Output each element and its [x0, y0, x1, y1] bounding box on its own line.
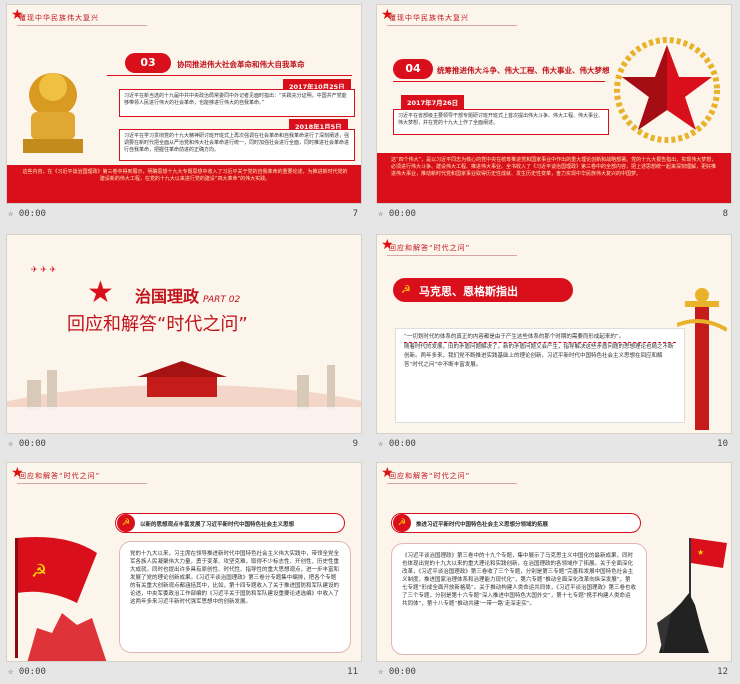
slide-9-canvas[interactable]: ★ ✈ ✈ ✈ 治国理政 PART 02 回应和解答“时代之问” — [6, 234, 362, 434]
header-divider — [17, 25, 147, 26]
quote-banner: ☭ 马克思、恩格斯指出 — [393, 278, 573, 302]
slide-11-canvas[interactable]: ★ 回应和解答“时代之问” 以新的思想观点丰富发展了习近平新时代中国特色社会主义… — [6, 462, 362, 662]
slide-number: 7 — [352, 209, 358, 219]
section-number-tag: 04 — [393, 59, 433, 79]
dove-icon: ✈ ✈ ✈ — [31, 265, 57, 274]
timing-label: ☆ 00:00 — [378, 439, 416, 449]
slide-8-canvas[interactable]: ★ 覆现中华民族伟大复兴 04 统筹推进伟大斗争、伟大工程、伟大事业、伟大梦想 … — [376, 4, 732, 204]
timing-label: ☆ 00:00 — [8, 439, 46, 449]
text-block: 习近平在省部级主要领导干部专题研讨班开班式上首次提出伟大斗争、伟大工程、伟大事业… — [393, 109, 609, 135]
red-star-icon: ★ — [87, 275, 114, 310]
huabiao-pillar-icon — [677, 288, 727, 430]
title-underline — [393, 81, 605, 82]
quote-box: “一切划时代的体系的真正的内容都是由于产生这些体系的那个时期的需要而形成起来的”… — [395, 328, 685, 423]
text-block-1: 习近平在新当选的十九届中共中央政治局常委同中外记者见面时指出：“实践充分证明，中… — [119, 89, 355, 117]
timing-label: ☆ 00:00 — [8, 209, 46, 219]
content-box: 党的十九大以来，习主席在领导推进新时代中国特色社会主义伟大实践中，带领全党全军各… — [119, 541, 351, 653]
slide-thumbnail-12[interactable]: ★ 回应和解答“时代之问” 推进习近平新时代中国特色社会主义思想分领域的拓展 ☭… — [370, 458, 732, 684]
slide-header: 回应和解答“时代之问” — [389, 472, 471, 480]
star-logo-icon: ★ — [381, 7, 394, 23]
svg-text:☭: ☭ — [31, 561, 47, 582]
slide-footer: ☆ 00:00 12 — [376, 664, 732, 682]
slide-thumbnail-7[interactable]: ★ 覆现中华民族伟大复兴 03 协同推进伟大社会革命和伟大自我革命 2017年1… — [0, 0, 362, 226]
slide-header: 覆现中华民族伟大复兴 — [389, 14, 469, 22]
slide-number: 12 — [717, 667, 728, 677]
section-title: 治国理政 PART 02 — [135, 287, 241, 306]
section-title: 协同推进伟大社会革命和伟大自我革命 — [177, 60, 305, 69]
summary-band: 这“四个伟大”，是以习近平同志为核心的党中央在统筹推进党和国家事业中作出的重大理… — [377, 153, 731, 203]
topic-pill: 以新的思想观点丰富发展了习近平新时代中国特色社会主义思想 — [115, 513, 345, 533]
slide-number: 8 — [722, 209, 728, 219]
section-number-tag: 03 — [125, 53, 171, 73]
slide-footer: ☆ 00:00 11 — [6, 664, 362, 682]
slide-7-canvas[interactable]: ★ 覆现中华民族伟大复兴 03 协同推进伟大社会革命和伟大自我革命 2017年1… — [6, 4, 362, 204]
star-logo-icon: ★ — [11, 465, 24, 481]
summary-band: 这些内容，在《习近平谈治国理政》第三卷中得到展示，明确思想十九大专题思想中收入了… — [7, 165, 361, 203]
slide-footer: ☆ 00:00 9 — [6, 436, 362, 454]
slide-number: 9 — [352, 439, 358, 449]
slide-footer: ☆ 00:00 10 — [376, 436, 732, 454]
slide-footer: ☆ 00:00 7 — [6, 206, 362, 224]
slide-10-canvas[interactable]: ★ 回应和解答“时代之问” ☭ 马克思、恩格斯指出 “一切划时代的体系的真正的内… — [376, 234, 732, 434]
text-block-2: 习近平在学习贯彻党的十九大精神研讨班开班式上再次强调在社会革命和自我革命进行了深… — [119, 129, 355, 161]
timing-label: ☆ 00:00 — [378, 209, 416, 219]
tiananmen-skyline-icon — [7, 361, 361, 433]
slide-header: 回应和解答“时代之问” — [389, 244, 471, 252]
flag-climbers-icon: ★ — [657, 538, 727, 653]
slide-number: 10 — [717, 439, 728, 449]
slide-thumbnail-11[interactable]: ★ 回应和解答“时代之问” 以新的思想观点丰富发展了习近平新时代中国特色社会主义… — [0, 458, 362, 684]
section-subtitle: 回应和解答“时代之问” — [67, 314, 248, 335]
header-divider — [387, 255, 517, 256]
timing-label: ☆ 00:00 — [378, 667, 416, 677]
golden-lion-icon — [23, 73, 83, 153]
slide-footer: ☆ 00:00 8 — [376, 206, 732, 224]
section-title: 统筹推进伟大斗争、伟大工程、伟大事业、伟大梦想 — [437, 66, 610, 75]
slide-thumbnail-9[interactable]: ★ ✈ ✈ ✈ 治国理政 PART 02 回应和解答“时代之问” ☆ 00:00 … — [0, 230, 362, 456]
header-divider — [387, 483, 517, 484]
party-emblem-icon: ☭ — [393, 514, 411, 532]
svg-text:★: ★ — [697, 548, 704, 557]
slide-header: 回应和解答“时代之问” — [19, 472, 101, 480]
timing-label: ☆ 00:00 — [8, 667, 46, 677]
red-star-emblem-icon — [614, 37, 720, 143]
content-box: 《习近平谈治国理政》第三卷中的十九个专题，集中展示了马克思主义中国化的最新成果，… — [391, 543, 647, 655]
party-emblem-icon: ☭ — [401, 283, 411, 296]
slide-12-canvas[interactable]: ★ 回应和解答“时代之问” 推进习近平新时代中国特色社会主义思想分领域的拓展 ☭… — [376, 462, 732, 662]
slide-number: 11 — [347, 667, 358, 677]
header-divider — [17, 483, 147, 484]
star-logo-icon: ★ — [381, 237, 394, 253]
title-underline — [107, 75, 352, 76]
quote-body: 随着时代的发展，旧的矛盾问题解决了，新的矛盾问题又会产生，指导解决这些矛盾问题的… — [404, 344, 674, 368]
slide-thumbnail-10[interactable]: ★ 回应和解答“时代之问” ☭ 马克思、恩格斯指出 “一切划时代的体系的真正的内… — [370, 230, 732, 456]
quote-lead: “一切划时代的体系的真正的内容都是由于产生这些体系的那个时期的需要而形成起来的”… — [404, 333, 676, 343]
party-emblem-icon: ☭ — [117, 514, 135, 532]
slide-thumbnail-8[interactable]: ★ 覆现中华民族伟大复兴 04 统筹推进伟大斗争、伟大工程、伟大事业、伟大梦想 … — [370, 0, 732, 226]
star-logo-icon: ★ — [11, 7, 24, 23]
star-logo-icon: ★ — [381, 465, 394, 481]
slide-header: 覆现中华民族伟大复兴 — [19, 14, 99, 22]
party-flag-soldiers-icon: ☭ — [15, 537, 107, 661]
topic-pill: 推进习近平新时代中国特色社会主义思想分领域的拓展 — [391, 513, 641, 533]
date-label: 2017年7月26日 — [401, 95, 465, 109]
header-divider — [387, 25, 517, 26]
